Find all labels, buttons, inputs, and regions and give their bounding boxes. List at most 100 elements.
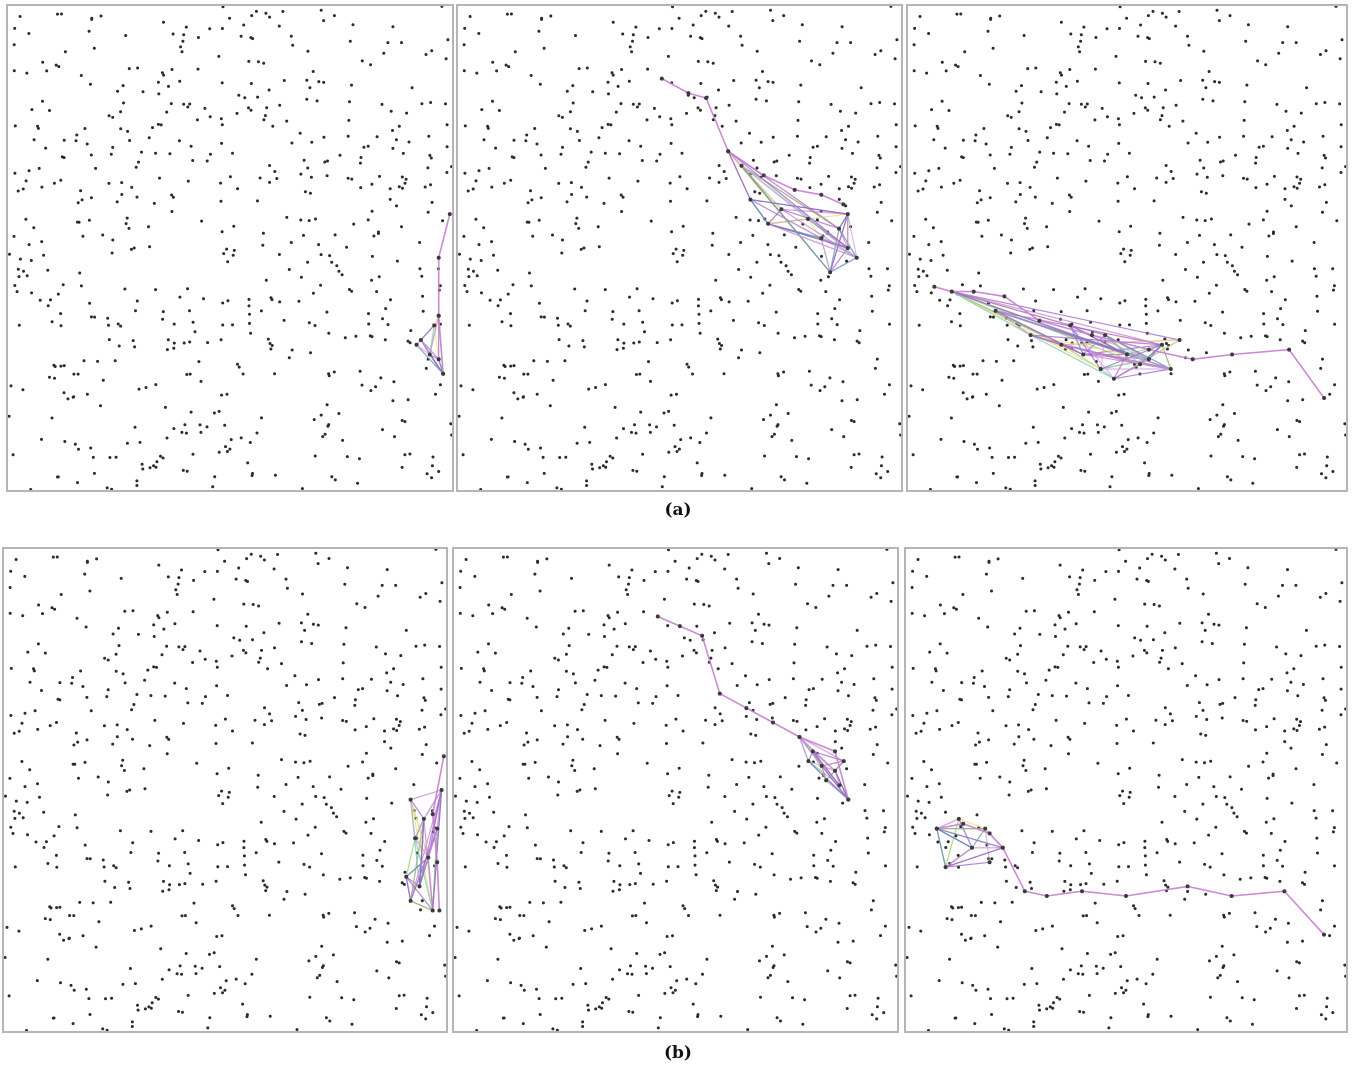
point (807, 688, 811, 692)
point (692, 602, 696, 606)
point (41, 612, 44, 616)
point (17, 811, 21, 815)
point (1222, 915, 1226, 919)
point (1220, 852, 1224, 856)
point (424, 592, 428, 595)
point (232, 224, 236, 228)
point (294, 714, 298, 718)
point (85, 392, 89, 396)
path-vertex (436, 357, 441, 362)
point (757, 321, 761, 325)
point (273, 170, 277, 173)
point (361, 864, 365, 868)
point (1230, 806, 1234, 810)
point (140, 462, 144, 466)
path-vertex (810, 749, 815, 754)
point (518, 914, 522, 917)
point (557, 338, 561, 342)
point (73, 442, 77, 446)
point (468, 15, 472, 18)
point (961, 391, 965, 395)
point (301, 592, 304, 596)
point (509, 178, 513, 182)
point (568, 110, 572, 114)
path-vertex (983, 826, 988, 831)
point (885, 549, 889, 551)
point (177, 1010, 180, 1013)
point (977, 616, 981, 620)
point (458, 776, 462, 780)
point (254, 9, 258, 13)
path-vertex (436, 255, 441, 260)
point (671, 991, 675, 995)
point (66, 397, 70, 401)
point (643, 901, 646, 905)
point (341, 719, 345, 722)
point (373, 917, 377, 921)
point (193, 330, 197, 334)
point (1261, 853, 1265, 857)
point (1125, 447, 1129, 451)
point (628, 883, 632, 887)
point (709, 554, 713, 558)
point (128, 788, 132, 792)
point (138, 440, 142, 444)
point (379, 376, 383, 380)
point (842, 435, 846, 439)
point (1160, 114, 1164, 118)
point (637, 309, 641, 313)
point (425, 996, 429, 1000)
point (1079, 39, 1083, 43)
point (870, 1013, 874, 1017)
point (717, 180, 721, 184)
point (1174, 253, 1178, 256)
point (561, 632, 565, 636)
point (1203, 321, 1207, 325)
point (1196, 487, 1200, 490)
point (250, 972, 254, 976)
point (583, 425, 587, 429)
point (147, 136, 151, 140)
point (29, 488, 33, 490)
point (551, 378, 555, 382)
point (1155, 851, 1159, 855)
point (1140, 96, 1144, 100)
point (512, 938, 516, 942)
point (1033, 195, 1037, 199)
point (225, 247, 229, 251)
point (498, 724, 502, 728)
point (818, 389, 822, 393)
point (689, 34, 693, 38)
point (1254, 186, 1258, 190)
point (991, 46, 995, 50)
point (820, 831, 824, 835)
point (356, 688, 360, 692)
point (719, 1014, 723, 1018)
point (105, 486, 109, 490)
point (290, 348, 294, 352)
point (1024, 441, 1028, 445)
point (663, 951, 667, 955)
path-vertex (806, 759, 811, 764)
point (317, 243, 321, 247)
point (875, 592, 879, 595)
point (1173, 646, 1177, 650)
point (837, 921, 841, 925)
point (985, 760, 989, 764)
point (146, 668, 150, 672)
scatter-canvas (908, 6, 1346, 490)
point (916, 267, 920, 271)
point (1298, 181, 1302, 185)
point (232, 636, 236, 640)
point (363, 606, 367, 609)
point (633, 851, 637, 854)
point (793, 642, 797, 646)
point (191, 610, 195, 614)
point (121, 672, 125, 676)
point (1164, 883, 1168, 887)
point (1105, 695, 1109, 699)
point (1030, 851, 1034, 854)
point (125, 789, 129, 793)
point (208, 152, 212, 156)
point (1297, 994, 1301, 998)
